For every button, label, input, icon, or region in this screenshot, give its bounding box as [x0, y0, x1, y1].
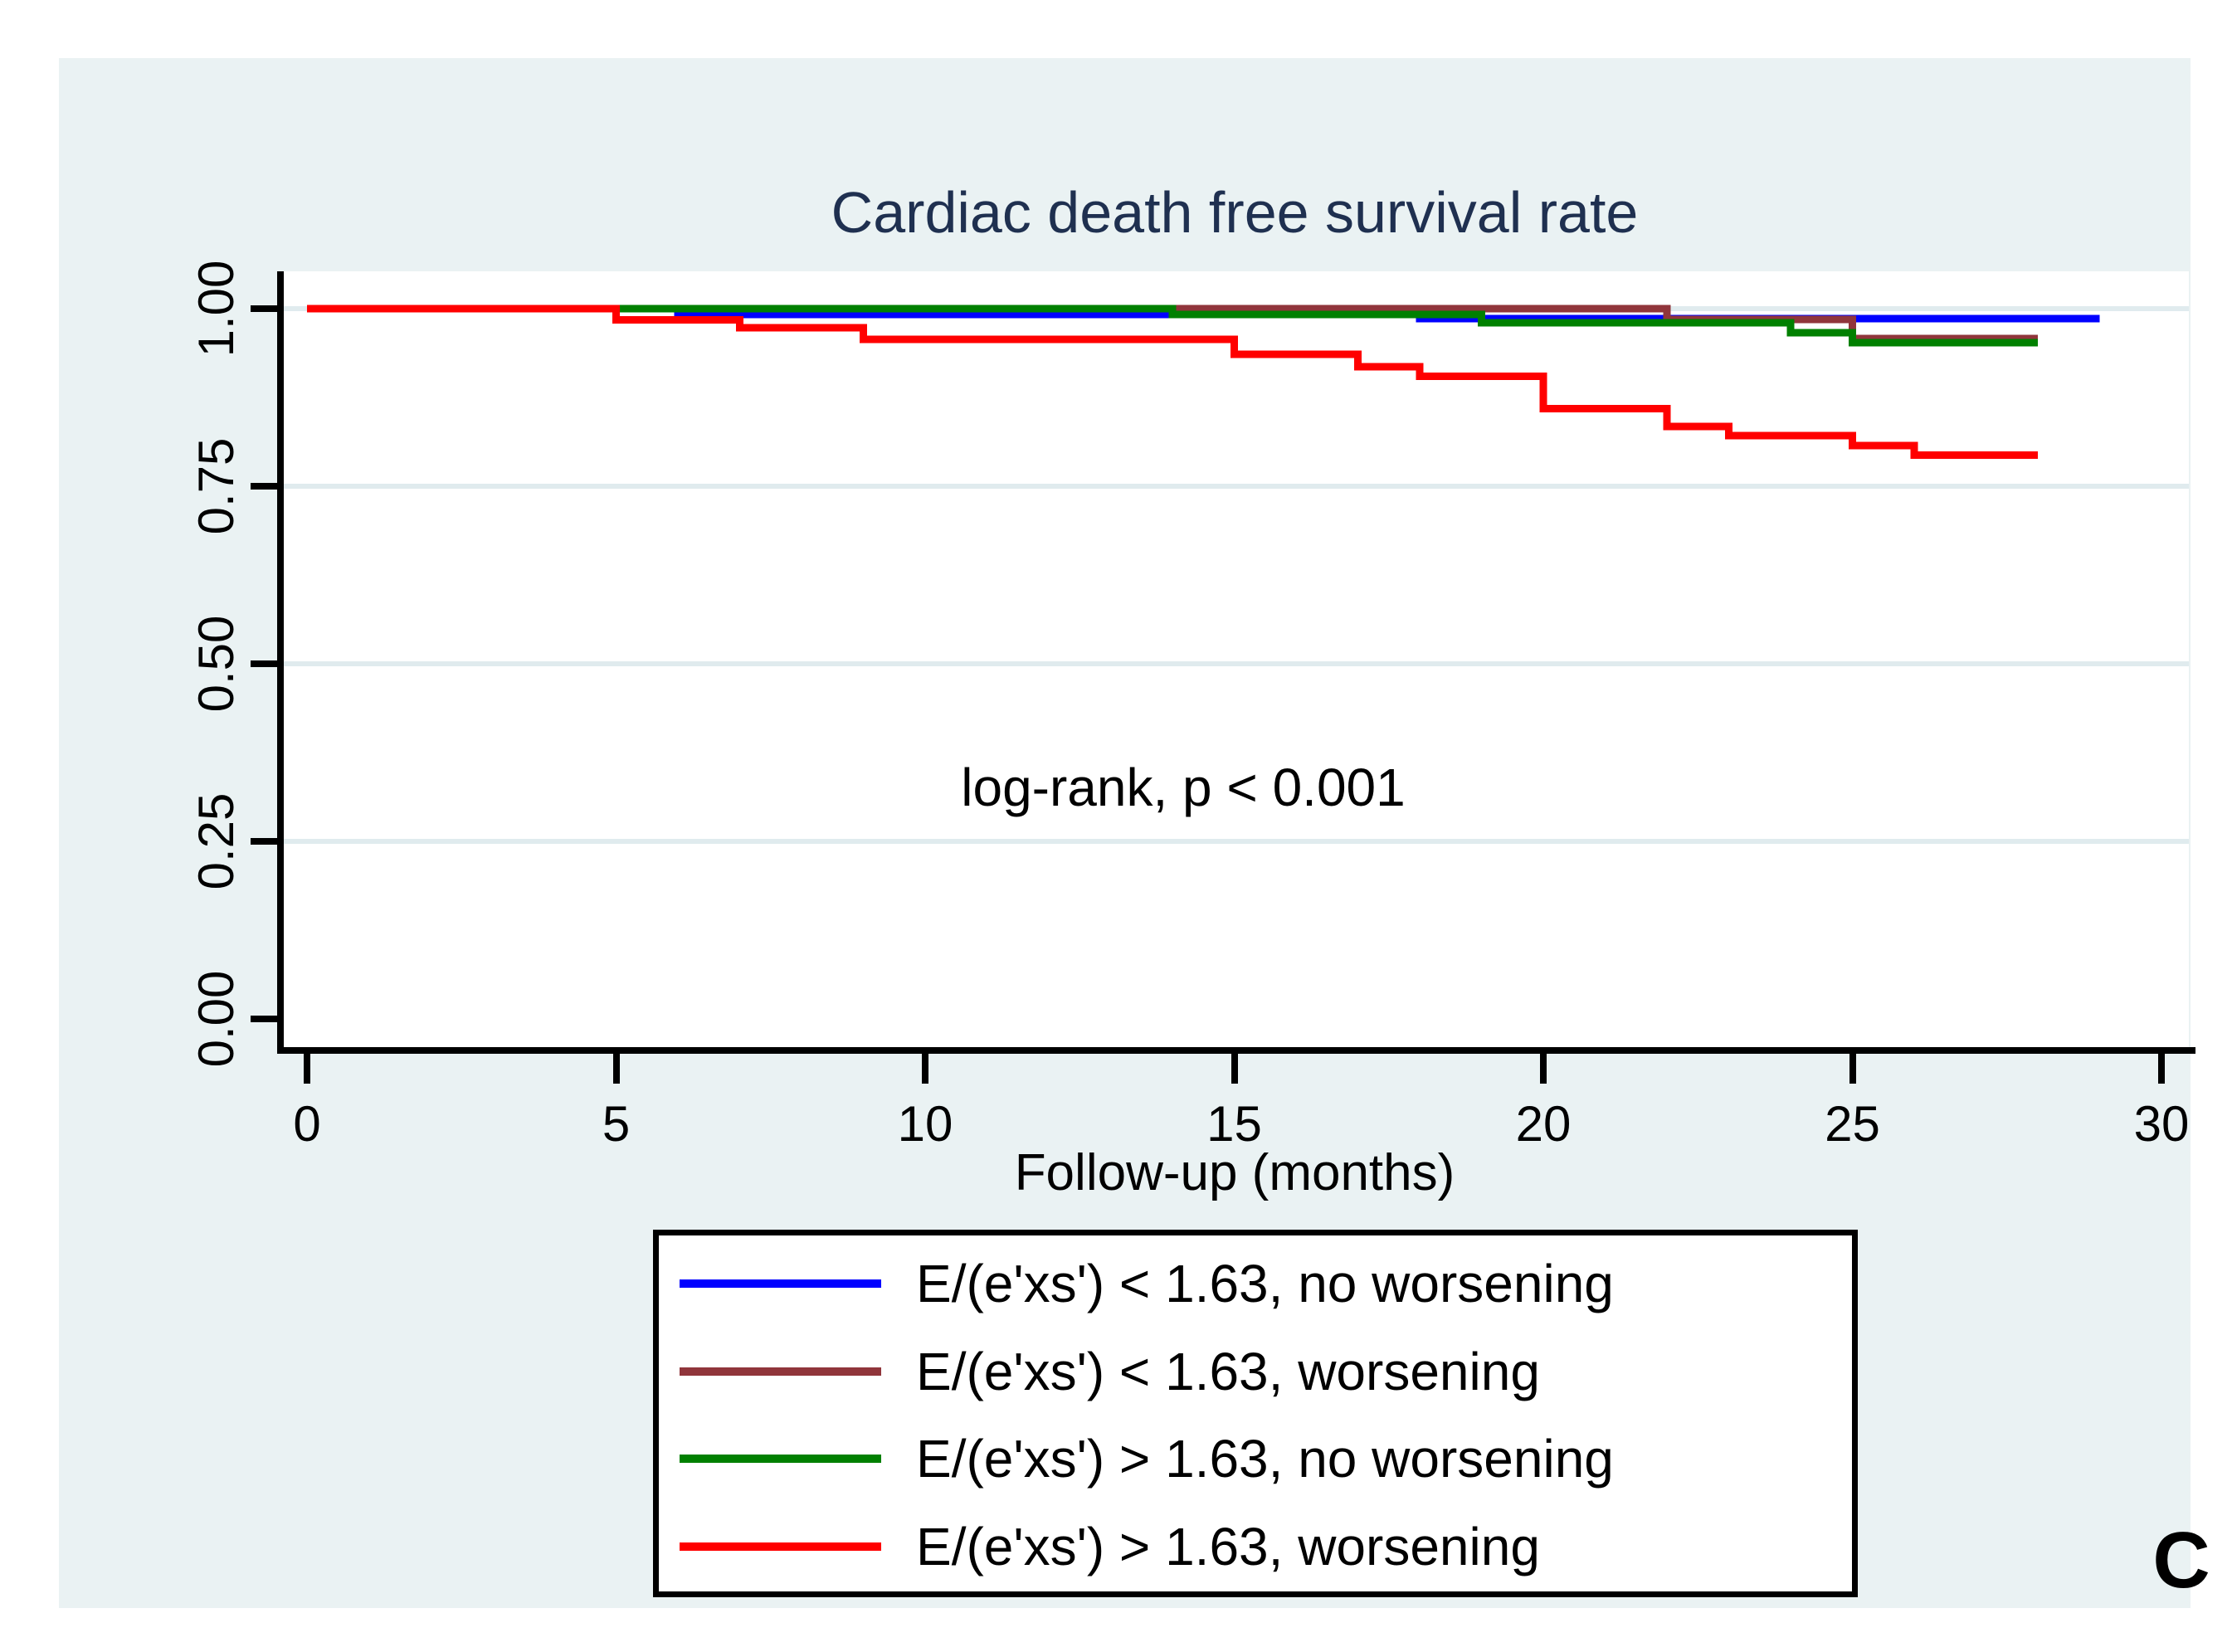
x-tick-label: 0 — [293, 1096, 321, 1152]
gridline — [280, 661, 2189, 666]
x-tick-label: 5 — [602, 1096, 631, 1152]
x-tick — [612, 1054, 620, 1084]
survival-curves — [307, 305, 2100, 459]
x-tick — [2158, 1054, 2165, 1084]
legend-swatch-line — [680, 1279, 881, 1288]
legend-label: E/(e'xs') < 1.63, worsening — [916, 1342, 1540, 1401]
x-tick — [1231, 1054, 1238, 1084]
figure-panel: Cardiac death free survival rate 1.00 0.7… — [59, 58, 2210, 1608]
plot-area — [280, 271, 2189, 1047]
x-axis-title: Follow-up (months) — [1014, 1144, 1455, 1201]
y-tick — [251, 305, 280, 312]
y-tick — [251, 483, 280, 490]
legend-swatch-line — [680, 1455, 881, 1463]
log-rank-annotation: log-rank, p < 0.001 — [961, 758, 1406, 817]
x-axis-line — [277, 1047, 2195, 1054]
y-tick — [251, 1016, 280, 1022]
y-tick — [251, 660, 280, 667]
y-tick — [251, 838, 280, 845]
x-tick — [922, 1054, 928, 1084]
gridline — [280, 484, 2189, 489]
x-tick — [1540, 1054, 1547, 1084]
legend-label: E/(e'xs') < 1.63, no worsening — [916, 1254, 1614, 1313]
x-tick — [1849, 1054, 1856, 1084]
x-tick-label: 30 — [2133, 1096, 2190, 1152]
legend-box: E/(e'xs') < 1.63, no worsening E/(e'xs') … — [653, 1230, 1858, 1597]
legend-swatch-line — [680, 1367, 881, 1376]
y-axis-line — [277, 271, 284, 1054]
x-tick-label: 15 — [1206, 1096, 1262, 1152]
x-tick — [304, 1054, 310, 1084]
chart-title: Cardiac death free survival rate — [831, 180, 1639, 245]
legend-label: E/(e'xs') > 1.63, no worsening — [916, 1429, 1614, 1489]
survival-curve — [307, 305, 2038, 459]
x-tick-label: 25 — [1825, 1096, 1880, 1152]
x-tick-label: 20 — [1515, 1096, 1572, 1152]
gridline — [280, 839, 2189, 844]
legend-label: E/(e'xs') > 1.63, worsening — [916, 1517, 1540, 1576]
x-tick-label: 10 — [897, 1096, 953, 1152]
legend-swatch-line — [680, 1542, 881, 1551]
survival-curve — [307, 305, 2038, 347]
panel-letter-label: C — [2152, 1516, 2210, 1605]
